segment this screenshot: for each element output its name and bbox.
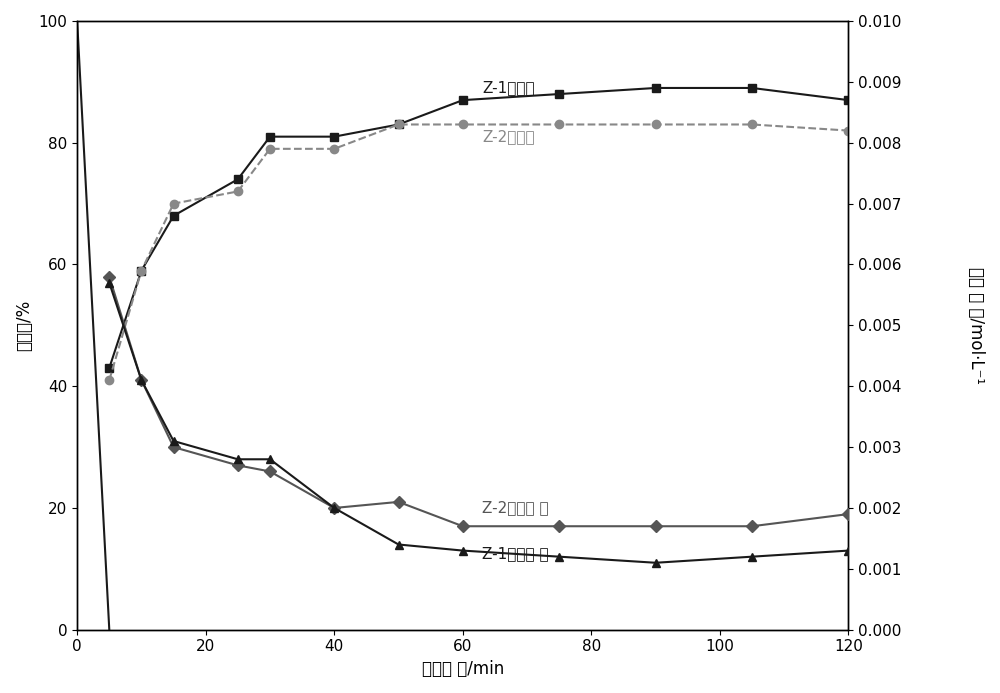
Y-axis label: 极子 浓 度/mol·L⁻¹: 极子 浓 度/mol·L⁻¹ (967, 267, 985, 384)
Text: Z-2吸附率: Z-2吸附率 (482, 129, 535, 144)
Text: Z-1吸附率: Z-1吸附率 (482, 80, 535, 96)
X-axis label: 吸附时 间/min: 吸附时 间/min (422, 660, 504, 678)
Text: Z-2平衡浓 度: Z-2平衡浓 度 (482, 500, 549, 516)
Y-axis label: 吸附率/%: 吸附率/% (15, 300, 33, 351)
Text: Z-1平衡浓 度: Z-1平衡浓 度 (482, 546, 549, 561)
